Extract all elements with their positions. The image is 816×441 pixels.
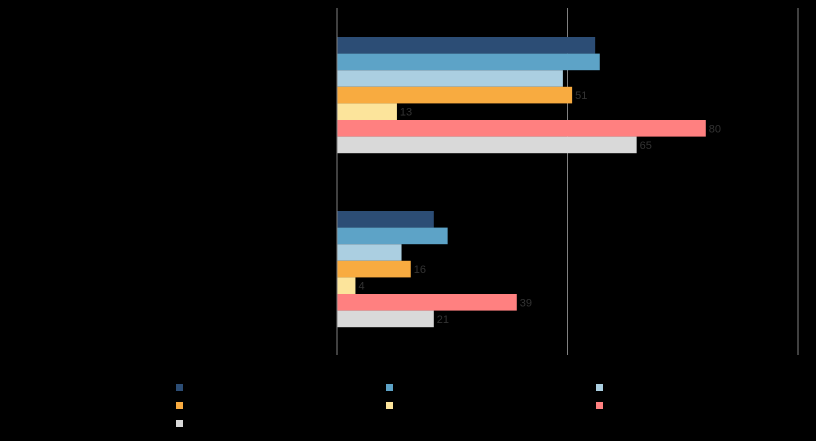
legend-item: VPK (n=53) <box>386 397 596 414</box>
bars <box>337 37 706 328</box>
legend-swatch <box>176 402 183 409</box>
bar-series-5-group-1 <box>337 294 517 311</box>
legend-item: Työterveyshuolto (n=85) <box>596 379 806 396</box>
bar-series-2-group-0 <box>337 70 563 87</box>
data-label-series-6-group-1: 21 <box>437 314 449 326</box>
legend-swatch <box>386 384 393 391</box>
bar-series-0-group-0 <box>337 37 596 54</box>
bar-series-3-group-1 <box>337 260 411 278</box>
data-label-series-3-group-0: 51 <box>575 90 587 102</box>
gridlines <box>567 8 799 355</box>
data-label-series-4-group-1: 4 <box>358 281 364 293</box>
legend-swatch <box>596 402 603 409</box>
legend-swatch <box>176 384 183 391</box>
bar-series-5-group-0 <box>337 120 706 137</box>
legend-label: KAIKKI (n=513) <box>188 380 276 395</box>
legend-item: SPR (n=92) <box>596 397 806 414</box>
chart-legend: KAIKKI (n=513) Sosiaali- ja terveystoimi … <box>176 379 806 432</box>
data-label-series-5-group-1: 39 <box>520 297 532 309</box>
legend-item: KAIKKI (n=513) <box>176 379 386 396</box>
legend-label: SPR (n=92) <box>608 398 672 413</box>
legend-swatch <box>176 420 183 427</box>
data-label-series-6-group-0: 65 <box>640 140 652 152</box>
data-labels: 51 13 80 65 16 4 39 21 <box>358 90 721 326</box>
legend-label: Työterveyshuolto (n=85) <box>608 380 747 395</box>
legend-swatch <box>596 384 603 391</box>
legend-item: Pelastustoimi (n=67) <box>176 397 386 414</box>
bar-series-0-group-1 <box>337 211 434 228</box>
bar-series-3-group-0 <box>337 86 573 104</box>
legend-label: VPK (n=53) <box>398 398 462 413</box>
bar-series-1-group-1 <box>337 227 448 245</box>
bar-series-6-group-1 <box>337 310 434 328</box>
data-label-series-3-group-1: 16 <box>414 264 426 276</box>
data-label-series-4-group-0: 13 <box>400 107 412 119</box>
legend-item: Sosiaali- ja terveystoimi (n=139) <box>386 379 596 396</box>
legend-swatch <box>386 402 393 409</box>
bar-series-2-group-1 <box>337 244 402 261</box>
data-label-series-5-group-0: 80 <box>709 123 721 135</box>
bar-series-1-group-0 <box>337 53 600 71</box>
legend-item: Muu (n=77) <box>176 415 386 432</box>
bar-series-4-group-1 <box>337 277 356 294</box>
legend-label: Pelastustoimi (n=67) <box>188 398 306 413</box>
bar-series-4-group-0 <box>337 103 397 120</box>
bar-series-6-group-0 <box>337 136 637 154</box>
legend-label: Sosiaali- ja terveystoimi (n=139) <box>398 380 581 395</box>
legend-label: Muu (n=77) <box>188 416 252 431</box>
